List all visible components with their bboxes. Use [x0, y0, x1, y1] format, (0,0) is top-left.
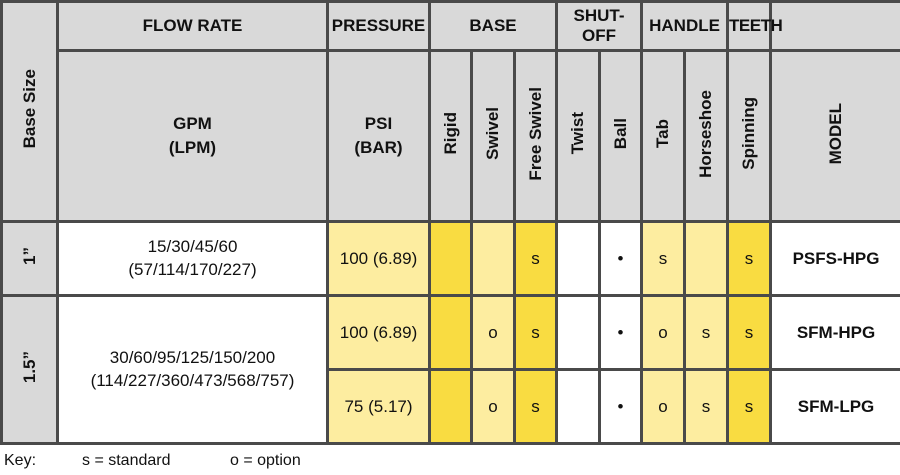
horseshoe-cell: s	[683, 294, 730, 371]
flow-rate-header: FLOW RATE	[56, 0, 329, 52]
rigid-cell	[428, 294, 473, 371]
key-option: o = option	[230, 452, 301, 469]
rigid-cell	[428, 220, 473, 297]
handle-header: HANDLE	[640, 0, 730, 52]
spec-table: Base Size FLOW RATE PRESSURE BASE SHUT- …	[0, 0, 900, 445]
key-label: Key:	[4, 452, 37, 469]
rigid-cell	[428, 368, 473, 445]
group-header-row: Base Size FLOW RATE PRESSURE BASE SHUT- …	[0, 0, 900, 223]
spinning-cell: s	[726, 368, 773, 445]
rigid-header: Rigid	[428, 49, 473, 223]
free-swivel-header: Free Swivel	[512, 49, 559, 223]
twist-cell	[555, 294, 602, 371]
ball-cell: •	[598, 220, 644, 297]
model-header: MODEL	[769, 49, 900, 223]
twist-header: Twist	[555, 49, 602, 223]
model-cell: SFM-HPG	[769, 294, 900, 371]
sub-header-row: GPM (LPM) PSI (BAR) Rigid Swivel Free Sw…	[2, 49, 900, 223]
base-header: BASE	[427, 0, 559, 52]
tab-cell: o	[640, 294, 687, 371]
swivel-cell: o	[470, 294, 516, 371]
shutoff-line1: SHUT-	[573, 6, 625, 26]
free-swivel-cell: s	[512, 220, 559, 297]
table-row: 1” 15/30/45/60 (57/114/170/227) 100 (6.89…	[0, 220, 900, 297]
ball-cell: •	[598, 294, 644, 371]
ball-header: Ball	[598, 49, 644, 223]
spinning-cell: s	[726, 220, 773, 297]
horseshoe-header: Horseshoe	[683, 49, 730, 223]
spinning-cell: s	[726, 294, 773, 371]
lpm-label: (LPM)	[168, 138, 217, 157]
base-size-cell: 1.5”	[0, 294, 59, 445]
psi-header: PSI (BAR)	[326, 49, 431, 223]
swivel-cell	[470, 220, 516, 297]
ball-cell: •	[598, 368, 644, 445]
swivel-header: Swivel	[470, 49, 516, 223]
pressure-cell: 100 (6.89)	[326, 220, 431, 297]
tab-cell: s	[640, 220, 687, 297]
teeth-header: TEETH	[726, 0, 783, 52]
pressure-header: PRESSURE	[326, 0, 431, 52]
key-legend: Key: s = standard o = option	[4, 452, 301, 470]
base-size-cell: 1”	[0, 220, 59, 297]
bar-label: (BAR)	[354, 138, 403, 157]
free-swivel-cell: s	[512, 368, 559, 445]
shutoff-line2: OFF	[582, 26, 617, 45]
pressure-cell: 75 (5.17)	[326, 368, 431, 445]
psi-label: PSI	[364, 114, 393, 134]
twist-cell	[555, 220, 602, 297]
table-row: 1.5” 30/60/95/125/150/200 (114/227/360/47…	[0, 294, 900, 445]
base-size-header: Base Size	[0, 0, 59, 223]
gpm-header: GPM (LPM)	[56, 49, 329, 223]
blank-header	[769, 0, 900, 52]
model-cell: PSFS-HPG	[769, 220, 900, 297]
flow-rate-cell: 30/60/95/125/150/200 (114/227/360/473/568…	[56, 294, 329, 445]
model-cell: SFM-LPG	[769, 368, 900, 445]
horseshoe-cell	[683, 220, 730, 297]
swivel-cell: o	[470, 368, 516, 445]
table-row: 75 (5.17) o s • o s s SFM-LPG	[2, 368, 900, 445]
tab-cell: o	[640, 368, 687, 445]
twist-cell	[555, 368, 602, 445]
free-swivel-cell: s	[512, 294, 559, 371]
tab-header: Tab	[640, 49, 687, 223]
key-standard: s = standard	[82, 452, 171, 469]
shutoff-header: SHUT- OFF	[555, 0, 644, 52]
gpm-label: GPM	[173, 114, 212, 134]
pressure-cell: 100 (6.89)	[326, 294, 431, 371]
spinning-header: Spinning	[726, 49, 773, 223]
flow-rate-cell: 15/30/45/60 (57/114/170/227)	[56, 220, 329, 297]
horseshoe-cell: s	[683, 368, 730, 445]
